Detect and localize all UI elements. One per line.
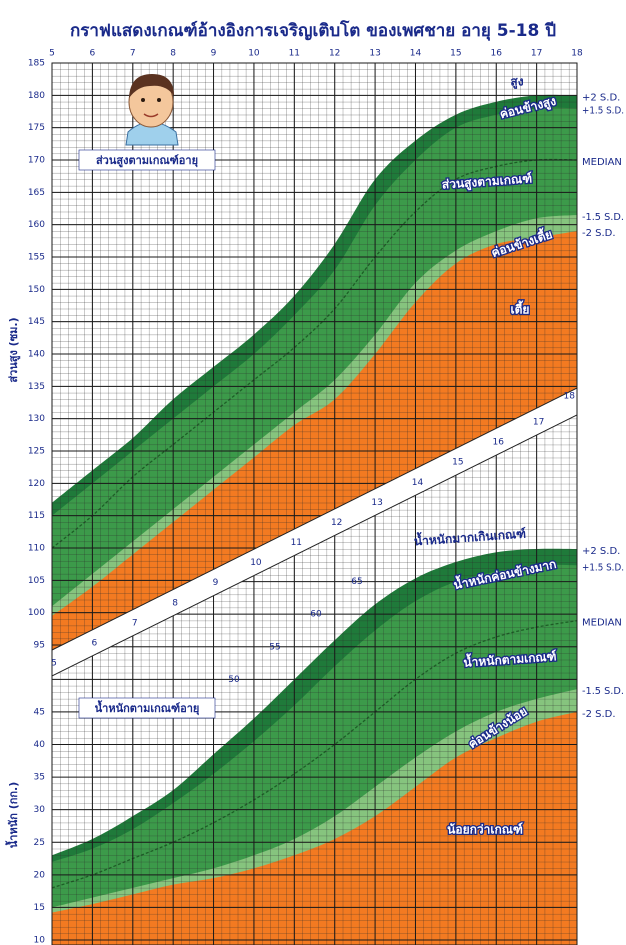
x-tick-label: 15 (450, 49, 461, 59)
band-age-label: 16 (493, 438, 505, 448)
band-label: เตี้ย (511, 300, 530, 317)
y-tick-label: 150 (28, 285, 45, 295)
band-age-label: 5 (51, 659, 57, 669)
y-tick-label: 30 (34, 805, 46, 815)
y-tick-label: 105 (28, 576, 45, 586)
band-age-label: 12 (331, 518, 342, 528)
y-tick-label: 175 (28, 123, 45, 133)
child-illustration (125, 74, 179, 146)
y-tick-label: 185 (28, 59, 45, 69)
plot-frame (51, 62, 578, 945)
legend-label: +2 S.D. (582, 546, 620, 557)
legend-label: +1.5 S.D. (582, 105, 624, 116)
y-tick-label: 35 (34, 773, 45, 783)
legend-label: MEDIAN (582, 618, 622, 629)
x-tick-label: 13 (369, 49, 380, 59)
y-tick-label: 155 (28, 253, 45, 263)
band-age-label: 8 (172, 598, 178, 608)
y-tick-label: 180 (28, 91, 45, 101)
band-age-label: 18 (564, 392, 576, 402)
chart-title: น้ำหนักตามเกณฑ์อายุ (95, 700, 200, 716)
band-age-label: 9 (213, 578, 219, 588)
y-tick-label: 45 (34, 707, 45, 717)
band-age-label: 7 (132, 618, 138, 628)
y-tick-label: 145 (28, 317, 45, 327)
y-tick-label: 130 (28, 414, 45, 424)
band-age-label: 17 (533, 418, 544, 428)
y-tick-label: 170 (28, 156, 45, 166)
legend-label: MEDIAN (582, 157, 622, 168)
y-tick-label: 160 (28, 220, 45, 230)
legend-label: -1.5 S.D. (582, 212, 624, 223)
y-tick-label: 140 (28, 350, 45, 360)
y-tick-label: 15 (34, 903, 45, 913)
axis-title: ส่วนสูง (ซม.) (7, 317, 21, 382)
page-title: กราฟแสดงเกณฑ์อ้างอิงการเจริญเติบโต ของเพ… (70, 20, 556, 41)
x-tick-label: 10 (248, 49, 260, 59)
x-tick-label: 7 (130, 49, 136, 59)
y-tick-label: 65 (351, 577, 362, 587)
y-tick-label: 60 (310, 610, 322, 620)
band-label: สูง (510, 75, 523, 90)
legend-label: -1.5 S.D. (582, 686, 624, 697)
x-tick-label: 14 (410, 49, 422, 59)
band-age-label: 6 (92, 638, 98, 648)
chart-title-box (78, 149, 216, 171)
y-tick-label: 20 (34, 870, 46, 880)
x-tick-label: 5 (49, 49, 55, 59)
x-tick-label: 16 (491, 49, 503, 59)
y-tick-label: 125 (28, 447, 45, 457)
axis-title: น้ำหนัก (กก.) (5, 782, 20, 849)
y-tick-label: 135 (28, 382, 45, 392)
x-tick-label: 18 (571, 49, 583, 59)
y-tick-label: 120 (28, 479, 45, 489)
y-tick-label: 55 (269, 642, 280, 652)
band-age-label: 14 (412, 478, 424, 488)
y-tick-label: 115 (28, 511, 45, 521)
y-tick-label: 165 (28, 188, 45, 198)
y-tick-label: 50 (228, 675, 240, 685)
y-tick-label: 110 (28, 544, 45, 554)
plot-area (52, 415, 577, 945)
y-tick-label: 25 (34, 838, 45, 848)
band-age-label: 15 (452, 458, 463, 468)
y-tick-label: 95 (34, 641, 45, 651)
y-tick-label: 100 (28, 608, 45, 618)
band-age-label: 11 (291, 538, 302, 548)
plot-layer (51, 62, 578, 945)
band-label: น้อยกว่าเกณฑ์ (447, 823, 523, 837)
x-tick-label: 17 (531, 49, 542, 59)
x-tick-label: 12 (329, 49, 340, 59)
y-tick-label: 10 (34, 936, 46, 945)
chart-title: ส่วนสูงตามเกณฑ์อายุ (96, 154, 198, 168)
band-age-label: 13 (371, 498, 382, 508)
x-tick-label: 6 (90, 49, 96, 59)
legend-label: -2 S.D. (582, 709, 616, 720)
x-tick-label: 11 (289, 49, 300, 59)
x-tick-label: 9 (211, 49, 217, 59)
chart-title-box (78, 697, 216, 719)
y-tick-label: 40 (34, 740, 46, 750)
legend-label: -2 S.D. (582, 228, 616, 239)
x-tick-label: 8 (170, 49, 176, 59)
band-age-label: 10 (250, 558, 262, 568)
legend-label: +1.5 S.D. (582, 562, 624, 573)
legend-label: +2 S.D. (582, 92, 620, 103)
